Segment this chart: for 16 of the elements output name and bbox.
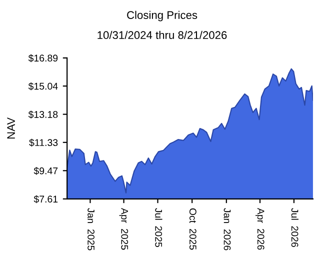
x-tick-label: Jul 2025	[155, 208, 162, 247]
x-tick-label: Jan 2026	[224, 208, 231, 250]
y-axis-title: NAV	[7, 117, 15, 139]
x-tick-label: Apr 2025	[119, 208, 128, 250]
y-tick-label: $9.47	[34, 166, 58, 175]
chart-title: Closing Prices	[127, 10, 198, 22]
x-tick-label: Oct 2025	[189, 208, 196, 250]
y-tick-label: $15.04	[28, 82, 58, 90]
y-tick-label: $13.18	[28, 110, 58, 118]
y-tick-label: $7.61	[34, 195, 58, 204]
x-tick-label: Apr 2026	[255, 208, 264, 250]
x-tick-label: Jan 2025	[88, 208, 94, 250]
x-tick-label: Jul 2026	[291, 208, 298, 247]
y-tick-label: $11.33	[29, 138, 58, 147]
y-tick-label: $16.89	[28, 54, 58, 62]
chart-subtitle: 10/31/2024 thru 8/21/2026	[98, 30, 227, 40]
